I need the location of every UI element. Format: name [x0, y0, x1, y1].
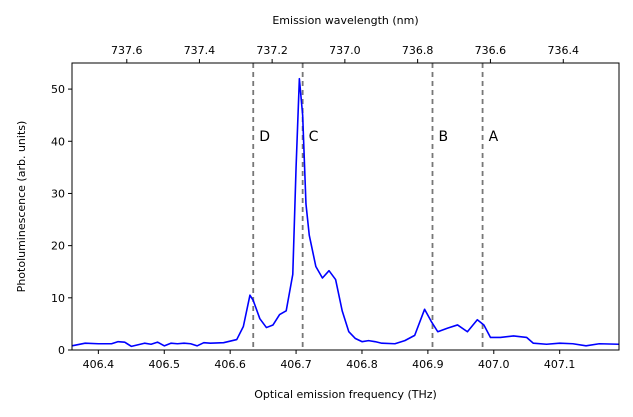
series-line-0 — [71, 77, 620, 348]
y-tick-label: 20 — [51, 240, 65, 253]
x-tick-label: 407.1 — [544, 358, 576, 371]
y-tick-label: 10 — [51, 292, 65, 305]
marker-label-b: B — [438, 129, 448, 145]
x-tick-label: 406.8 — [346, 358, 378, 371]
marker-label-c: C — [309, 129, 319, 145]
y-tick-label: 40 — [51, 135, 65, 148]
plot-frame — [71, 62, 620, 351]
top-tick-label: 736.6 — [475, 44, 507, 57]
top-tick-label: 736.8 — [402, 44, 434, 57]
marker-label-a: A — [489, 129, 499, 145]
x-tick-label: 406.4 — [83, 358, 115, 371]
marker-label-d: D — [259, 129, 270, 145]
series-layer — [71, 77, 620, 348]
x-tick-label: 406.6 — [214, 358, 246, 371]
y-axis: 0 10 20 30 40 50 — [51, 83, 72, 357]
top-tick-label: 736.4 — [548, 44, 580, 57]
x-tick-label: 407.0 — [478, 358, 510, 371]
top-tick-label: 737.6 — [111, 44, 143, 57]
top-tick-label: 737.2 — [256, 44, 288, 57]
x-axis-title: Optical emission frequency (THz) — [254, 388, 437, 401]
y-tick-label: 50 — [51, 83, 65, 96]
x-tick-label: 406.5 — [149, 358, 181, 371]
top-tick-label: 737.0 — [329, 44, 361, 57]
y-tick-label: 0 — [58, 344, 65, 357]
x-tick-label: 406.7 — [280, 358, 312, 371]
top-tick-label: 737.4 — [184, 44, 216, 57]
bottom-x-axis: 406.4 406.5 406.6 406.7 406.8 406.9 407.0 407.1 — [83, 350, 576, 371]
y-tick-label: 30 — [51, 187, 65, 200]
top-x-axis: 737.6 737.4 737.2 737.0 736.8 736.6 736.4 — [111, 44, 579, 63]
y-axis-title: Photoluminescence (arb. units) — [15, 121, 28, 293]
x-tick-label: 406.9 — [412, 358, 444, 371]
top-axis-title: Emission wavelength (nm) — [272, 14, 418, 27]
